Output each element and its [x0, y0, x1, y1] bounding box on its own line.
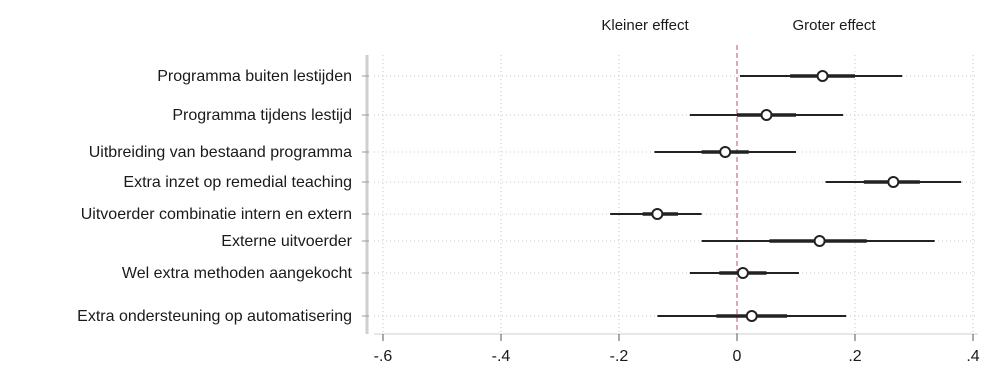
- category-label: Programma tijdens lestijd: [172, 107, 352, 124]
- header-left: Kleiner effect: [601, 17, 689, 34]
- category-label: Externe uitvoerder: [221, 233, 352, 250]
- category-label: Uitvoerder combinatie intern en extern: [81, 206, 352, 223]
- x-axis-ticks: -.6 -.4 -.2 0 .2 .4: [374, 334, 980, 365]
- point-estimate: [719, 146, 732, 158]
- point-estimate: [816, 70, 829, 82]
- category-label: Programma buiten lestijden: [157, 68, 352, 85]
- x-tick-label: .2: [848, 348, 861, 365]
- category-labels: Programma buiten lestijden Programma tijd…: [77, 68, 369, 325]
- category-label: Wel extra methoden aangekocht: [122, 265, 353, 282]
- category-label: Extra inzet op remedial teaching: [123, 174, 352, 191]
- point-estimate: [736, 267, 749, 279]
- point-estimate: [813, 235, 826, 247]
- x-tick-label: 0: [733, 348, 742, 365]
- x-tick-label: -.6: [374, 348, 393, 365]
- point-estimate: [760, 109, 773, 121]
- ci-layer: [610, 70, 962, 322]
- category-label: Uitbreiding van bestaand programma: [89, 144, 352, 161]
- header-right: Groter effect: [792, 17, 876, 34]
- grid-layer: [374, 55, 978, 334]
- point-estimate: [745, 310, 758, 322]
- x-tick-label: -.2: [610, 348, 629, 365]
- x-tick-label: .4: [966, 348, 979, 365]
- x-tick-label: -.4: [492, 348, 511, 365]
- category-label: Extra ondersteuning op automatisering: [77, 308, 352, 325]
- point-estimate: [887, 176, 900, 188]
- point-estimate: [651, 208, 664, 220]
